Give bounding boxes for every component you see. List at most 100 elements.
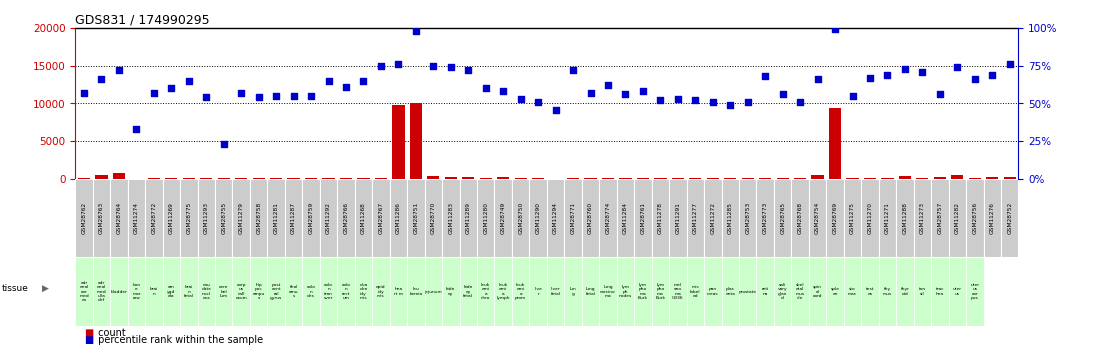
Bar	[442, 257, 459, 326]
Bar	[445, 177, 457, 179]
Bar	[652, 179, 669, 257]
Bar	[215, 257, 232, 326]
Bar	[811, 175, 824, 179]
Text: GSM11284: GSM11284	[623, 202, 628, 234]
Point	[145, 90, 163, 96]
Bar	[165, 178, 177, 179]
Text: kidn
ey: kidn ey	[446, 287, 455, 296]
Text: skel
etal
mus
cle: skel etal mus cle	[796, 283, 805, 300]
Text: GSM28765: GSM28765	[780, 202, 785, 234]
Text: prostate: prostate	[738, 289, 757, 294]
Point	[686, 98, 704, 103]
Bar	[163, 179, 180, 257]
Text: GSM11271: GSM11271	[884, 202, 890, 234]
Bar	[338, 257, 354, 326]
Bar	[268, 179, 284, 257]
Text: GSM11274: GSM11274	[134, 202, 138, 234]
Bar	[949, 257, 966, 326]
Text: GSM11289: GSM11289	[466, 202, 470, 234]
Text: GSM28762: GSM28762	[82, 202, 86, 234]
Point	[302, 93, 320, 99]
Text: am
ygd
ala: am ygd ala	[167, 285, 176, 298]
Bar	[375, 178, 387, 179]
Bar	[567, 178, 579, 179]
Text: hea
rt m: hea rt m	[394, 287, 403, 296]
Bar	[180, 257, 197, 326]
Point	[722, 102, 739, 108]
Text: lym
pho
ma
Burk: lym pho ma Burk	[655, 283, 665, 300]
Bar	[847, 178, 859, 179]
Point	[547, 107, 565, 112]
Point	[529, 99, 547, 105]
Bar	[320, 179, 338, 257]
Bar	[774, 257, 792, 326]
Text: GSM28760: GSM28760	[588, 202, 593, 234]
Text: thyr
oid: thyr oid	[900, 287, 909, 296]
Text: post
cent
ral
gyrus: post cent ral gyrus	[270, 283, 282, 300]
Text: GSM28771: GSM28771	[570, 202, 576, 234]
Bar	[863, 178, 876, 179]
Text: GSM11294: GSM11294	[554, 202, 558, 234]
Bar	[582, 257, 599, 326]
Bar	[756, 257, 774, 326]
Text: GSM11286: GSM11286	[396, 202, 401, 234]
Text: live
r: live r	[535, 287, 542, 296]
Text: GSM28752: GSM28752	[1007, 202, 1012, 234]
Point	[652, 98, 670, 103]
Text: GSM28768: GSM28768	[798, 202, 803, 234]
Point	[338, 84, 355, 90]
Point	[372, 63, 390, 68]
Bar	[145, 179, 163, 257]
Bar	[93, 257, 111, 326]
Text: sali
vary
glan
d: sali vary glan d	[778, 283, 787, 300]
Point	[669, 96, 686, 102]
Bar	[669, 179, 686, 257]
Bar	[532, 178, 545, 179]
Bar	[495, 257, 511, 326]
Text: GSM28755: GSM28755	[221, 202, 226, 234]
Point	[250, 95, 268, 100]
Text: count: count	[95, 328, 126, 338]
Bar	[617, 179, 634, 257]
Point	[110, 67, 127, 73]
Bar	[442, 179, 459, 257]
Bar	[127, 179, 145, 257]
Point	[284, 93, 302, 99]
Bar	[529, 257, 547, 326]
Bar	[145, 257, 163, 326]
Text: cau
date
nucl
eus: cau date nucl eus	[201, 283, 211, 300]
Text: mel
ano
ma
G336: mel ano ma G336	[672, 283, 684, 300]
Text: GSM28767: GSM28767	[379, 202, 383, 234]
Point	[949, 64, 966, 70]
Bar	[407, 179, 425, 257]
Bar	[672, 178, 684, 179]
Point	[511, 96, 529, 102]
Bar	[704, 179, 722, 257]
Bar	[515, 178, 527, 179]
Bar	[739, 257, 756, 326]
Text: mis
label
ed: mis label ed	[690, 285, 701, 298]
Text: test
es: test es	[866, 287, 875, 296]
Bar	[354, 179, 372, 257]
Text: GSM11272: GSM11272	[711, 202, 715, 234]
Point	[896, 66, 913, 71]
Bar	[809, 179, 826, 257]
Text: jejunum: jejunum	[424, 289, 442, 294]
Point	[792, 99, 809, 105]
Point	[320, 78, 338, 83]
Bar	[163, 257, 180, 326]
Bar	[897, 257, 913, 326]
Text: GSM28774: GSM28774	[606, 202, 610, 234]
Text: GSM28761: GSM28761	[641, 202, 645, 234]
Text: thy
mus: thy mus	[883, 287, 892, 296]
Bar	[284, 257, 302, 326]
Text: GSM11268: GSM11268	[361, 202, 366, 234]
Bar	[390, 179, 407, 257]
Text: GSM11292: GSM11292	[327, 202, 331, 234]
Point	[565, 67, 582, 73]
Bar	[706, 178, 718, 179]
Bar	[690, 178, 702, 179]
Bar	[338, 179, 354, 257]
Bar	[200, 178, 213, 179]
Text: percentile rank within the sample: percentile rank within the sample	[95, 335, 263, 345]
